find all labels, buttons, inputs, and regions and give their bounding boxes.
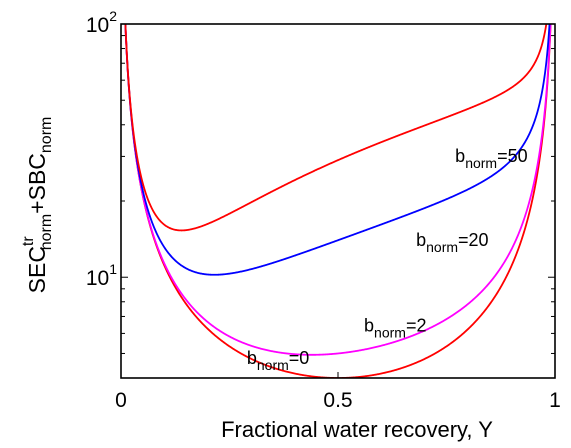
annotation-suffix: =50 — [497, 146, 528, 166]
y-label-sbc-sub: norm — [38, 117, 55, 153]
annotation-b-0: bnorm=0 — [247, 348, 309, 373]
annotation-suffix: =2 — [406, 316, 427, 336]
annotation-main: b — [247, 348, 257, 368]
plot-frame — [120, 23, 556, 379]
y-tick-label: 102 — [86, 8, 117, 37]
y-tick-exponent: 1 — [109, 261, 117, 277]
y-tick-base: 10 — [86, 267, 109, 290]
x-tick-label: 0 — [115, 389, 127, 412]
x-tick-label: 0.5 — [323, 389, 352, 412]
annotation-sub: norm — [374, 325, 406, 341]
annotation-b-50: bnorm=50 — [455, 146, 527, 171]
annotation-sub: norm — [465, 155, 497, 171]
y-label-sbc: +SBC — [24, 153, 50, 214]
annotation-main: b — [455, 146, 465, 166]
annotation-main: b — [364, 316, 374, 336]
axis-ticks — [120, 23, 556, 379]
x-tick-label: 1 — [549, 389, 561, 412]
annotation-suffix: =0 — [289, 348, 310, 368]
y-label-sec-sup: tr — [20, 236, 37, 246]
annotation-suffix: =20 — [458, 230, 489, 250]
y-axis-label: SECtrnorm+SBCnorm — [20, 117, 55, 294]
curve-b-50 — [124, 24, 548, 232]
annotation-sub: norm — [426, 239, 458, 255]
annotation-b-20: bnorm=20 — [416, 230, 488, 255]
annotation-b-2: bnorm=2 — [364, 316, 426, 341]
x-axis-label: Fractional water recovery, Y — [221, 417, 493, 442]
y-tick-label: 101 — [86, 261, 117, 290]
series-curves — [124, 24, 552, 378]
annotation-sub: norm — [257, 357, 289, 373]
y-tick-base: 10 — [86, 14, 109, 37]
annotation-main: b — [416, 230, 426, 250]
y-label-sec-sub: norm — [38, 214, 55, 250]
y-tick-exponent: 2 — [109, 8, 117, 24]
y-label-sec: SEC — [24, 246, 50, 293]
curve-b-20 — [124, 24, 551, 276]
curve-b-0 — [124, 24, 552, 378]
curve-b-2 — [124, 24, 552, 356]
